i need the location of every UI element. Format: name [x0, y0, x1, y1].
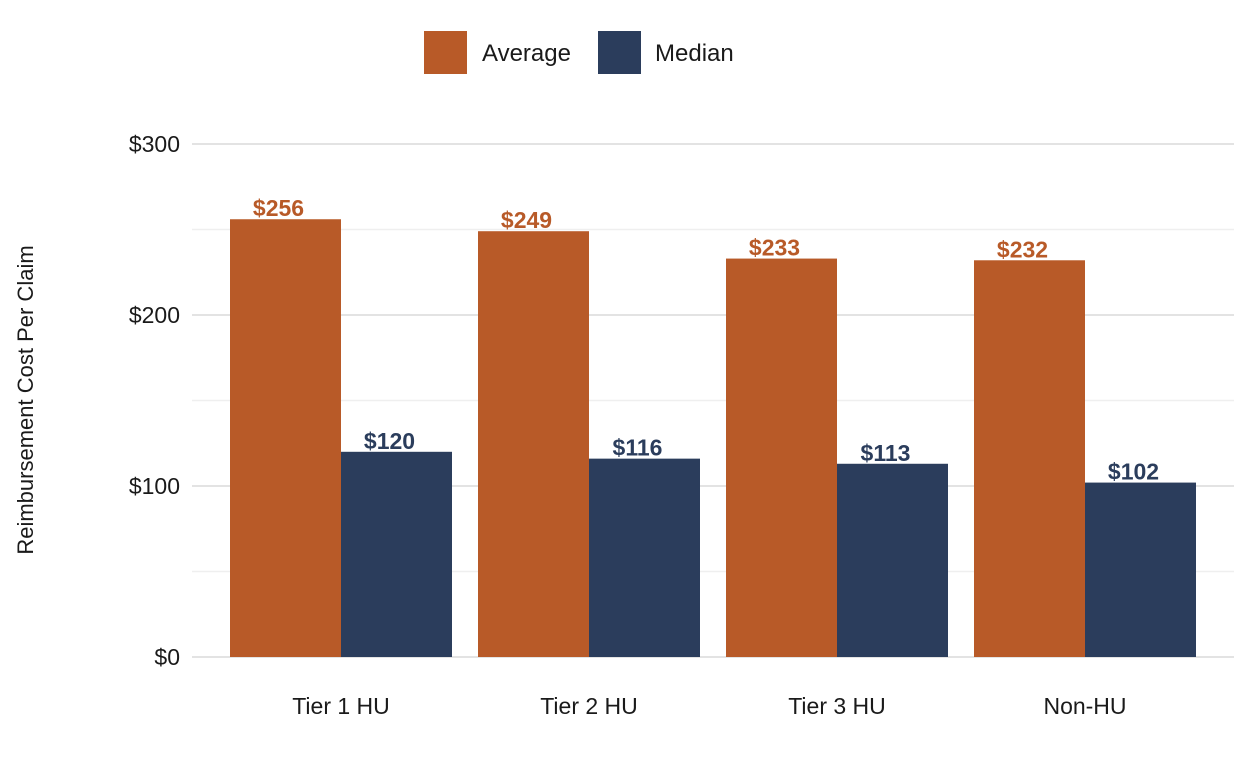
bar-average	[478, 231, 589, 657]
bars	[230, 219, 1196, 658]
data-label-average: $232	[997, 236, 1048, 262]
y-tick-label: $0	[154, 644, 180, 670]
y-tick-label: $300	[129, 131, 180, 157]
y-tick-label: $200	[129, 302, 180, 328]
legend-label-median: Median	[655, 40, 734, 67]
x-tick-label: Tier 1 HU	[292, 693, 390, 719]
data-label-median: $113	[861, 440, 911, 466]
legend-swatch-median	[598, 31, 641, 74]
data-label-average: $233	[749, 235, 800, 261]
bar-average	[230, 219, 341, 658]
legend-swatch-average	[424, 31, 467, 74]
y-tick-label: $100	[129, 473, 180, 499]
data-labels: $256 $120 $249 $116 $233 $113 $232 $102	[253, 195, 1159, 484]
legend: Average Median	[424, 31, 734, 74]
y-axis-label: Reimbursement Cost Per Claim	[13, 245, 38, 554]
x-tick-label: Tier 2 HU	[540, 693, 638, 719]
data-label-average: $256	[253, 195, 304, 221]
x-tick-label: Tier 3 HU	[788, 693, 886, 719]
bar-average	[974, 260, 1085, 657]
bar-average	[726, 258, 837, 657]
data-label-median: $116	[613, 435, 663, 461]
x-tick-label: Non-HU	[1043, 693, 1126, 719]
data-label-median: $120	[364, 428, 415, 454]
bar-median	[589, 458, 700, 657]
legend-label-average: Average	[482, 40, 571, 67]
bar-median	[1085, 482, 1196, 657]
bar-median	[837, 463, 948, 657]
bar-median	[341, 451, 452, 657]
data-label-average: $249	[501, 207, 552, 233]
x-axis: Tier 1 HU Tier 2 HU Tier 3 HU Non-HU	[292, 693, 1126, 719]
data-label-median: $102	[1108, 459, 1159, 485]
y-axis: $0 $100 $200 $300	[129, 131, 180, 670]
